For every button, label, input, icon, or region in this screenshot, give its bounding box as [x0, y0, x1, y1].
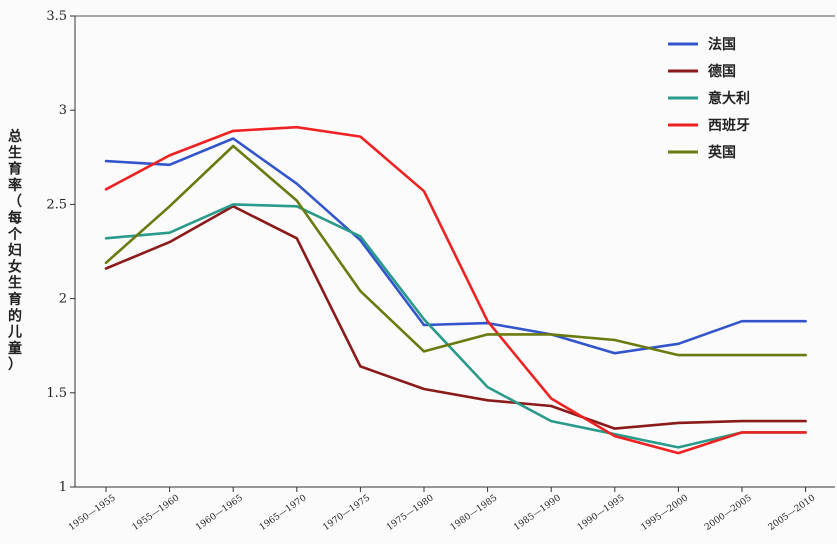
series-lines	[104, 125, 807, 455]
legend-label: 英国	[707, 144, 736, 161]
y-tick-label: 2	[59, 292, 67, 307]
y-tick-label: 3	[59, 103, 67, 118]
series-line-5	[104, 144, 807, 357]
legend-label: 西班牙	[708, 117, 750, 134]
legend-label: 法国	[708, 36, 736, 53]
legend-label: 德国	[708, 63, 736, 80]
y-tick-label: 2.5	[46, 197, 67, 212]
y-tick-label: 1	[59, 480, 67, 495]
y-ticks: 1 1.5 2 2.5 3 3.5	[46, 9, 75, 495]
y-tick-label: 1.5	[46, 386, 67, 401]
axes	[74, 15, 835, 488]
y-tick-label: 3.5	[46, 9, 67, 24]
legend-label: 意大利	[708, 90, 750, 107]
series-line-2	[104, 205, 807, 430]
series-line-3	[104, 203, 807, 449]
y-axis-label: 总生育率（每个妇女生育的儿童）	[7, 128, 23, 373]
series-line-4	[104, 125, 807, 455]
series-line-1	[104, 137, 807, 355]
